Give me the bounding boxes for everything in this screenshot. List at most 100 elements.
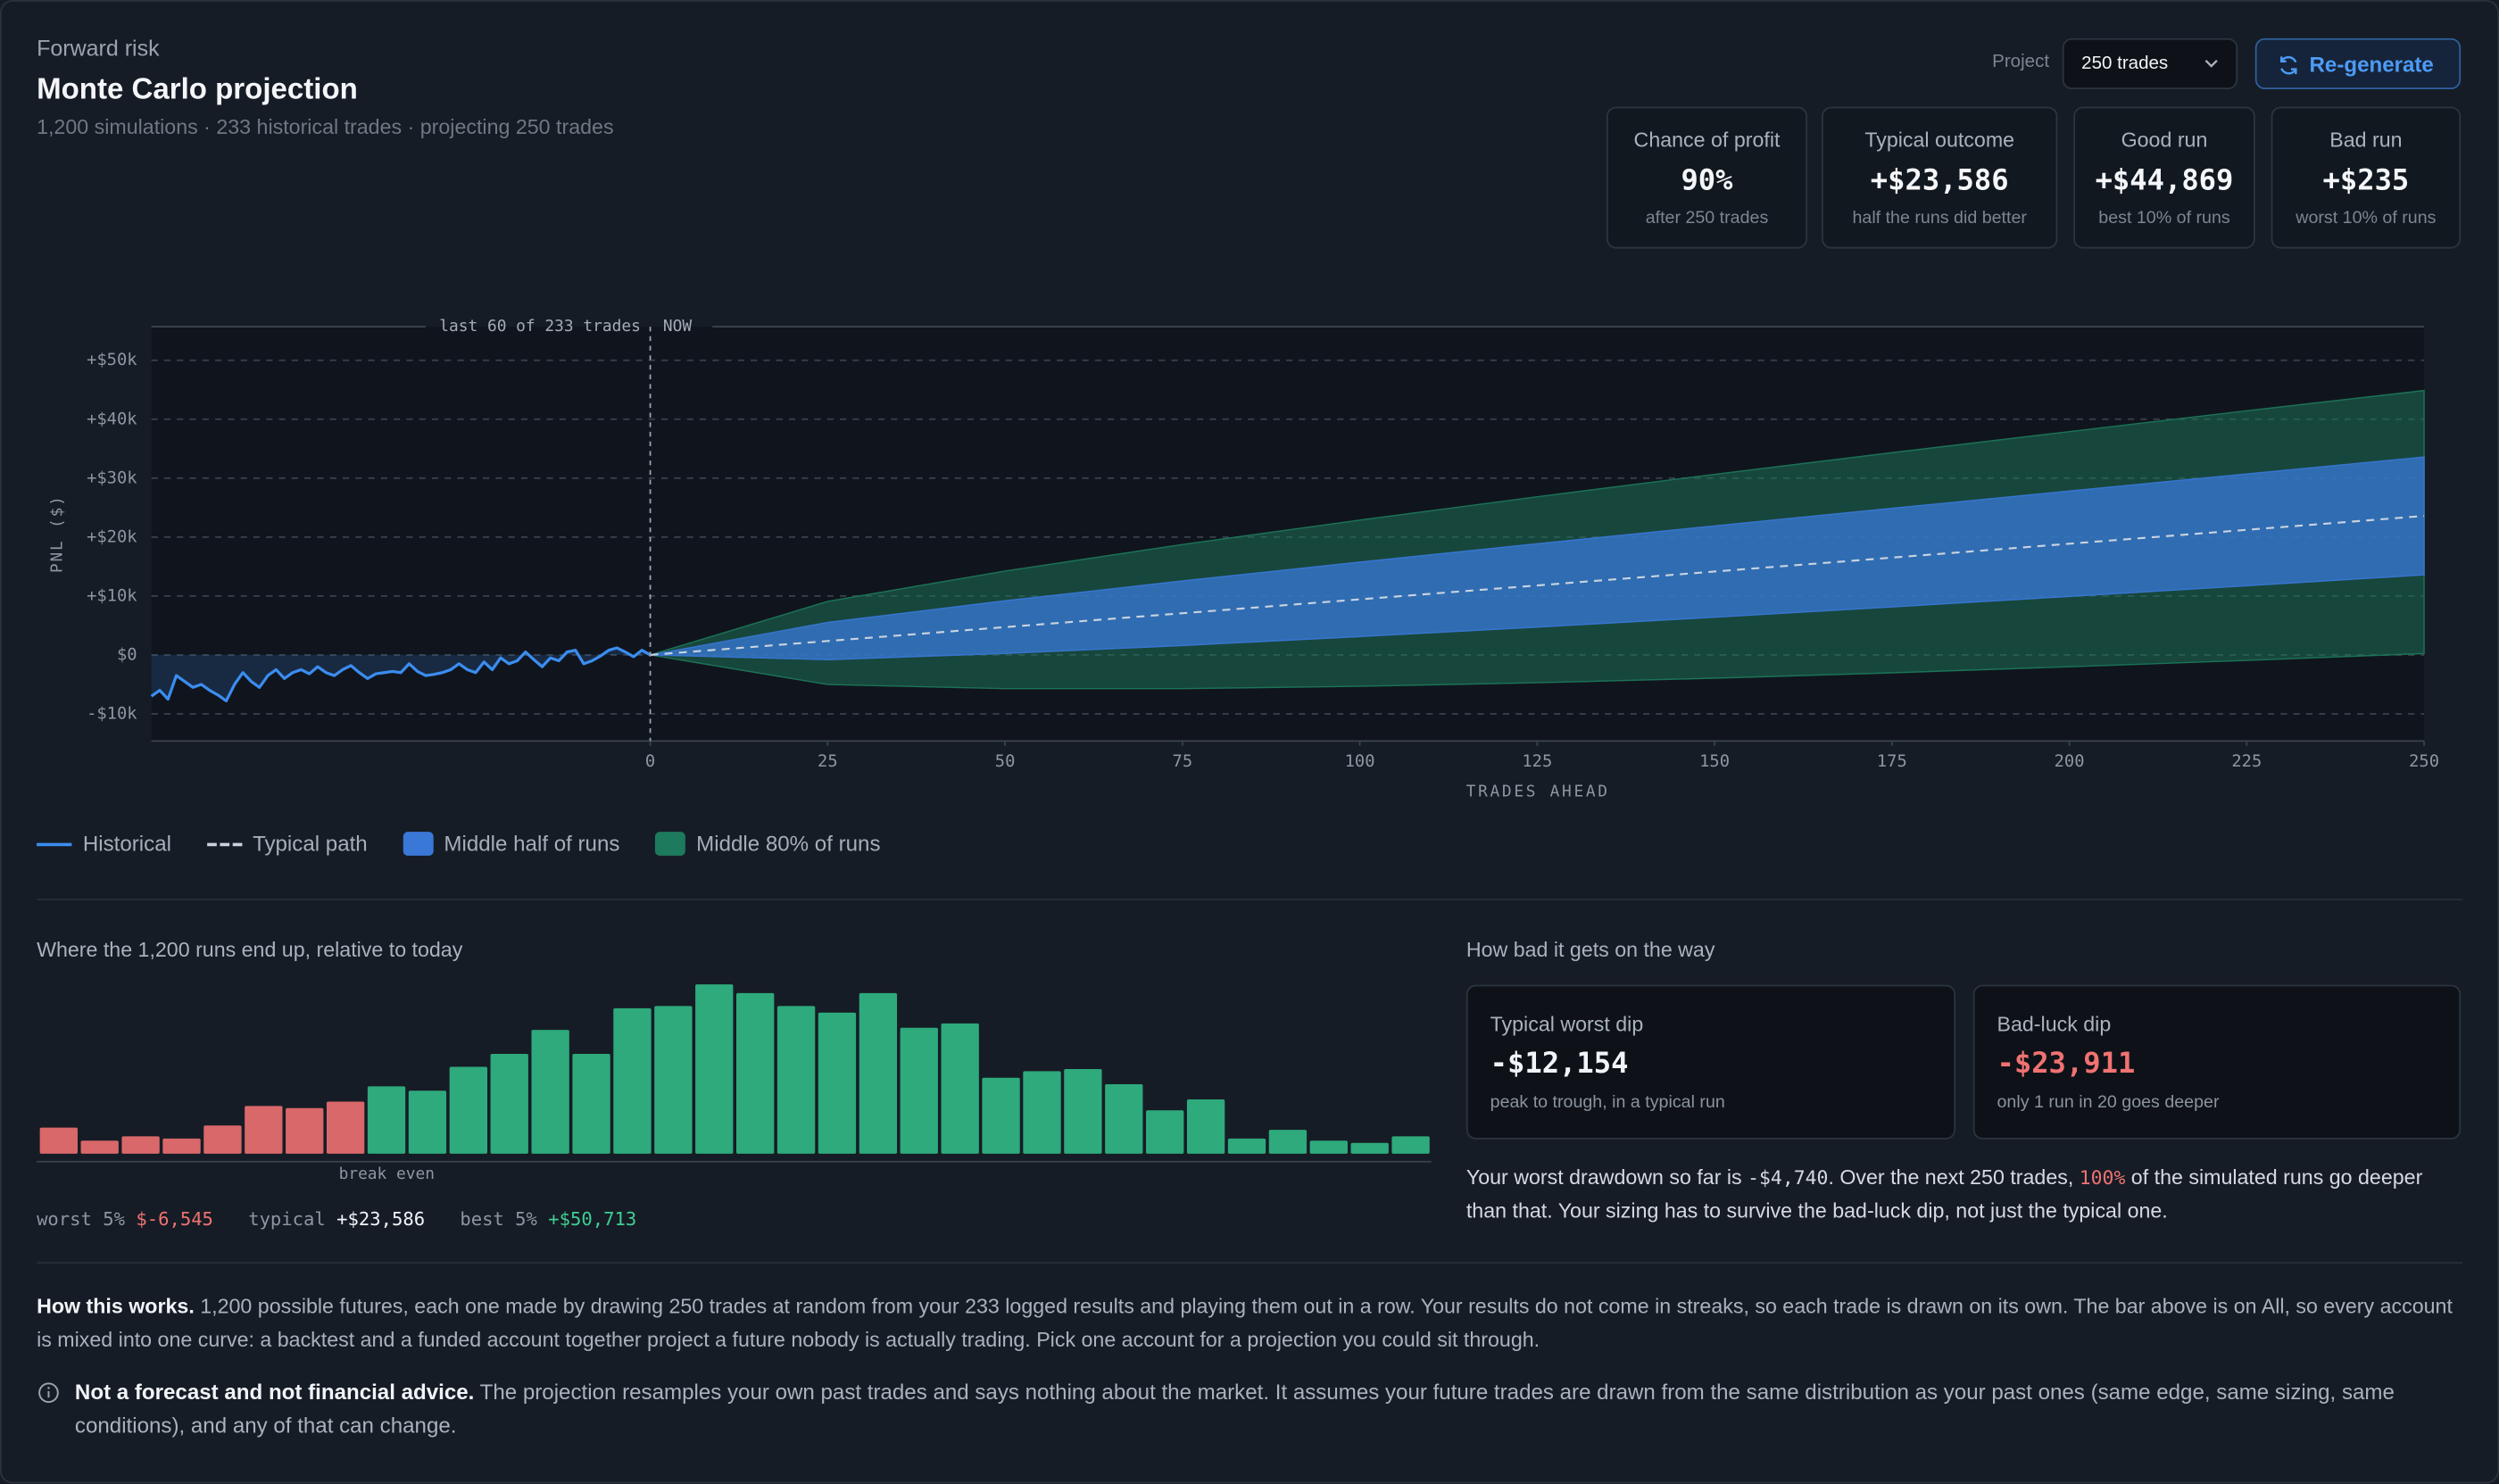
- text-part: Your worst drawdown so far is: [1465, 1165, 1748, 1190]
- x-tick-label: 50: [995, 752, 1016, 771]
- legend-label: Historical: [82, 832, 171, 856]
- regenerate-button[interactable]: Re-generate: [2254, 37, 2462, 89]
- how-text: 1,200 possible futures, each one made by…: [37, 1294, 2453, 1351]
- regenerate-label: Re-generate: [2309, 52, 2434, 77]
- x-tick-label: 0: [645, 752, 655, 771]
- x-tick-label: 75: [1173, 752, 1193, 771]
- summary-value: $-6,545: [136, 1207, 213, 1231]
- x-tick-label: 250: [2409, 752, 2439, 771]
- disclaimer-text: The projection resamples your own past t…: [74, 1380, 2395, 1437]
- stat-value: +$23,586: [1870, 163, 2009, 198]
- histogram-bar: [80, 1140, 119, 1154]
- how-lead: How this works.: [37, 1294, 195, 1318]
- historical-area: [151, 648, 651, 701]
- x-tick-label: 150: [1699, 752, 1730, 771]
- project-select[interactable]: 250 trades: [2062, 37, 2238, 89]
- break-even-label: break even: [339, 1165, 435, 1183]
- histogram-bar: [531, 1030, 569, 1154]
- legend-label: Middle 80% of runs: [696, 832, 881, 856]
- histogram-bar: [859, 992, 898, 1154]
- y-tick-label: +$10k: [87, 586, 137, 605]
- how-it-works: How this works. 1,200 possible futures, …: [37, 1290, 2462, 1355]
- typical-path: [650, 515, 2425, 657]
- text-part: -$4,740: [1748, 1166, 1829, 1190]
- disclaimer-lead: Not a forecast and not financial advice.: [74, 1380, 475, 1405]
- legend-label: Middle half of runs: [444, 832, 620, 856]
- y-tick-label: $0: [117, 645, 137, 664]
- y-tick-label: +$40k: [87, 410, 137, 428]
- x-tick-label: 225: [2231, 752, 2262, 771]
- drawdown-label: Bad-luck dip: [1997, 1011, 2112, 1036]
- histogram-bar: [941, 1023, 979, 1154]
- stat-note: half the runs did better: [1852, 208, 2027, 228]
- project-value: 250 trades: [2081, 54, 2169, 74]
- histogram-bar: [162, 1138, 201, 1154]
- y-tick-label: +$30k: [87, 468, 137, 487]
- summary-value: +$23,586: [336, 1207, 426, 1231]
- histogram-bar: [1227, 1138, 1266, 1154]
- histogram-bar: [1146, 1110, 1184, 1154]
- stat-note: worst 10% of runs: [2296, 208, 2437, 228]
- histogram-bar: [39, 1127, 78, 1154]
- histogram-bar: [736, 992, 775, 1154]
- legend-swatch: [37, 841, 72, 846]
- drawdown-note: peak to trough, in a typical run: [1490, 1093, 1725, 1113]
- histogram-bar: [203, 1125, 242, 1154]
- summary-label: worst 5%: [37, 1207, 125, 1231]
- window-label: last 60 of 233 trades: [439, 317, 641, 336]
- stat-card: Bad run +$235 worst 10% of runs: [2271, 106, 2462, 249]
- stat-note: best 10% of runs: [2098, 208, 2230, 228]
- histogram-bar: [1186, 1099, 1225, 1154]
- histogram-bar: [654, 1006, 693, 1154]
- histogram-bar: [1350, 1142, 1389, 1154]
- summary-label: typical: [248, 1207, 326, 1231]
- histogram-bar: [1268, 1130, 1308, 1154]
- text-part: 100%: [2079, 1166, 2126, 1190]
- stat-card: Good run +$44,869 best 10% of runs: [2073, 106, 2255, 249]
- summary-item: typical +$23,586: [248, 1208, 425, 1231]
- disclaimer: Not a forecast and not financial advice.…: [75, 1377, 2462, 1442]
- stat-label: Bad run: [2329, 127, 2403, 152]
- stat-value: +$235: [2322, 163, 2410, 198]
- summary-item: best 5% +$50,713: [460, 1208, 636, 1231]
- histogram-bar: [408, 1090, 447, 1154]
- histogram-bar: [1105, 1084, 1143, 1154]
- histogram-bar: [286, 1107, 324, 1154]
- x-tick-label: 25: [818, 752, 838, 771]
- summary-value: +$50,713: [548, 1207, 637, 1231]
- legend-item: Middle half of runs: [403, 832, 619, 856]
- drawdown-value: -$12,154: [1490, 1047, 1629, 1081]
- drawdown-card: Bad-luck dip -$23,911 only 1 run in 20 g…: [1972, 984, 2462, 1140]
- drawdown-text: Your worst drawdown so far is -$4,740. O…: [1466, 1162, 2462, 1227]
- subtitle: 1,200 simulations · 233 historical trade…: [37, 114, 614, 139]
- legend-swatch: [403, 832, 433, 856]
- chevron: [2204, 60, 2218, 68]
- stat-card: Typical outcome +$23,586 half the runs d…: [1822, 106, 2058, 249]
- text-part: of the simulated runs go deeper than tha…: [1465, 1165, 2423, 1222]
- histogram-bar: [326, 1101, 365, 1154]
- x-tick-label: 100: [1345, 752, 1375, 771]
- histogram-bar: [245, 1106, 283, 1154]
- histogram-bar: [695, 984, 734, 1154]
- histogram-bar: [1064, 1068, 1102, 1154]
- legend-item: Historical: [37, 832, 171, 856]
- legend-swatch: [654, 832, 685, 856]
- drawdown-label: Typical worst dip: [1490, 1011, 1644, 1036]
- histogram-bar: [367, 1086, 406, 1154]
- legend-label: Typical path: [253, 832, 368, 856]
- now-label: NOW: [663, 317, 692, 336]
- refresh-icon: [2279, 55, 2297, 75]
- drawdown-title: How bad it gets on the way: [1466, 938, 1715, 961]
- stat-label: Chance of profit: [1633, 127, 1781, 152]
- y-tick-label: +$20k: [87, 527, 137, 546]
- histogram-summary: worst 5% $-6,545 typical +$23,586 best 5…: [37, 1208, 636, 1231]
- eyebrow: Forward risk: [37, 35, 160, 61]
- page-title: Monte Carlo projection: [37, 71, 358, 105]
- x-axis-label: TRADES AHEAD: [1466, 783, 1610, 801]
- y-tick-label: +$50k: [87, 351, 137, 369]
- band-area: [650, 456, 2425, 660]
- histogram-bar: [818, 1012, 857, 1154]
- stat-note: after 250 trades: [1645, 208, 1769, 228]
